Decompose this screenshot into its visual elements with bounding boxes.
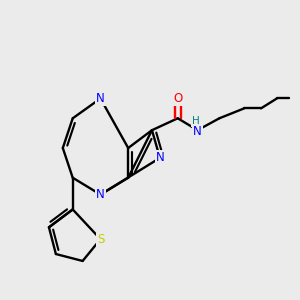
Text: O: O xyxy=(173,92,182,105)
Text: H: H xyxy=(192,116,200,126)
Text: N: N xyxy=(155,152,164,164)
Text: S: S xyxy=(97,233,104,246)
Text: N: N xyxy=(193,125,202,138)
Text: N: N xyxy=(96,92,105,105)
Text: N: N xyxy=(96,188,105,201)
